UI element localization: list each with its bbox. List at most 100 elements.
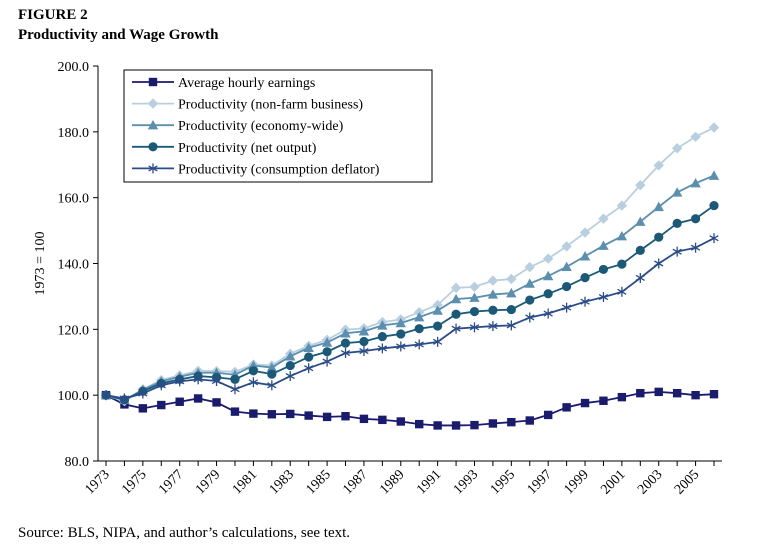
data-point	[193, 374, 203, 385]
data-point	[635, 272, 645, 283]
data-point	[340, 348, 351, 359]
data-point	[395, 317, 406, 328]
data-point	[690, 242, 701, 253]
x-tick-label: 1991	[414, 467, 444, 497]
data-point	[580, 398, 590, 408]
y-tick-label: 180.0	[58, 126, 90, 141]
data-point	[248, 377, 259, 388]
data-point	[415, 419, 424, 429]
data-point	[248, 366, 258, 376]
data-point	[304, 363, 314, 374]
figure-title: Productivity and Wage Growth	[18, 27, 219, 43]
data-point	[561, 241, 572, 252]
data-point	[506, 320, 516, 331]
data-point	[635, 216, 646, 226]
data-point	[433, 421, 442, 430]
x-tick-label: 1979	[193, 467, 223, 497]
data-point	[488, 321, 498, 332]
data-point	[709, 200, 719, 211]
data-point	[469, 322, 480, 333]
data-point	[175, 397, 184, 406]
data-point	[340, 338, 351, 348]
data-point	[450, 282, 462, 294]
legend-label: Productivity (non-farm business)	[178, 98, 363, 113]
source-note: Source: BLS, NIPA, and author’s calculat…	[18, 525, 351, 541]
data-point	[322, 356, 332, 367]
data-point	[690, 131, 701, 142]
data-point	[267, 369, 277, 379]
data-point	[487, 275, 499, 286]
data-point	[377, 331, 387, 342]
data-point	[654, 258, 664, 269]
data-point	[469, 306, 480, 317]
data-point	[671, 187, 683, 197]
data-point	[156, 380, 166, 391]
data-point	[690, 214, 701, 224]
data-point	[616, 200, 628, 211]
data-point	[285, 360, 295, 371]
data-point	[359, 346, 369, 357]
data-point	[580, 273, 590, 283]
x-tick-label: 1985	[304, 467, 334, 497]
data-point	[249, 409, 258, 418]
data-point	[488, 305, 498, 315]
legend-entry: Productivity (non-farm business)	[132, 98, 363, 113]
data-point	[267, 410, 277, 419]
data-point	[341, 412, 350, 421]
data-point	[432, 336, 443, 347]
x-tick-label: 1995	[488, 467, 518, 497]
data-point	[653, 201, 664, 212]
data-point	[635, 245, 645, 255]
x-tick-label: 2003	[635, 467, 665, 497]
data-point	[708, 170, 720, 180]
data-point	[654, 387, 663, 397]
data-point	[561, 261, 572, 271]
y-tick-label: 200.0	[58, 60, 90, 75]
data-point	[322, 347, 332, 357]
series-1	[101, 387, 719, 430]
data-point	[321, 337, 333, 347]
data-point	[414, 311, 425, 322]
data-point	[506, 273, 517, 285]
data-point	[119, 393, 130, 404]
series-line	[105, 204, 715, 401]
data-point	[617, 392, 627, 402]
legend-marker	[147, 120, 159, 130]
data-point	[598, 213, 609, 224]
data-point	[212, 398, 221, 407]
series-4	[101, 200, 719, 405]
data-point	[285, 371, 295, 382]
series-5	[101, 233, 719, 404]
x-tick-label: 2001	[598, 467, 628, 497]
data-point	[709, 389, 719, 399]
data-point	[672, 388, 682, 398]
data-point	[286, 409, 295, 419]
data-point	[230, 384, 240, 395]
data-point	[543, 308, 553, 319]
data-point	[469, 292, 480, 302]
data-point	[267, 380, 277, 391]
data-point	[470, 420, 479, 430]
data-point	[506, 304, 516, 315]
data-point	[414, 339, 424, 350]
data-point	[432, 305, 443, 315]
data-point	[487, 289, 499, 299]
data-point	[451, 323, 461, 334]
legend-marker	[148, 77, 158, 87]
chart-legend: Average hourly earnings Productivity (non…	[123, 69, 433, 183]
data-point	[542, 253, 554, 264]
data-point	[488, 419, 498, 428]
data-point	[450, 293, 462, 304]
data-point	[672, 246, 682, 257]
data-point	[525, 312, 535, 323]
data-point	[617, 259, 627, 269]
data-point	[396, 329, 406, 339]
series-line	[105, 174, 715, 401]
chart-series	[100, 122, 720, 430]
legend-box	[123, 69, 433, 183]
data-point	[507, 417, 516, 427]
data-point	[432, 299, 443, 311]
data-point	[230, 407, 240, 416]
data-point	[543, 410, 553, 420]
